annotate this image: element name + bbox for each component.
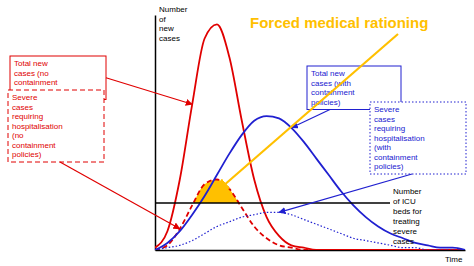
x-axis-title: Time [445,255,463,264]
chart: Total newcases (nocontainmentpolicies)Se… [0,0,474,266]
series-label-text: Severecasesrequiringhospitalisation(noco… [12,93,63,159]
series-label: Severecasesrequiringhospitalisation(with… [370,102,466,174]
y-axis-title: Numberofnewcases [159,5,188,43]
series-line [155,180,465,251]
series-line [155,116,465,250]
series-label-text: Total newcases (withcontainmentpolicies) [311,69,355,107]
pointer-arrow [60,162,180,229]
pointer-arrow [291,110,330,128]
label-box [370,102,466,174]
icu-capacity-line [155,202,390,204]
label-box [8,90,104,162]
plot-area [155,24,465,250]
series-line [155,212,465,250]
title: Forced medical rationing [250,14,428,31]
reference-label: Numberof ICUbeds fortreatingseverecases [393,187,422,246]
series-label-text: Severecasesrequiringhospitalisation(with… [374,105,425,171]
annotations: Total newcases (nocontainmentpolicies)Se… [8,56,466,229]
series-line [155,24,465,250]
title-arrow [217,34,398,191]
series-label: Severecasesrequiringhospitalisation(noco… [8,90,104,162]
x-axis [156,250,466,251]
pointer-arrow [106,78,192,105]
